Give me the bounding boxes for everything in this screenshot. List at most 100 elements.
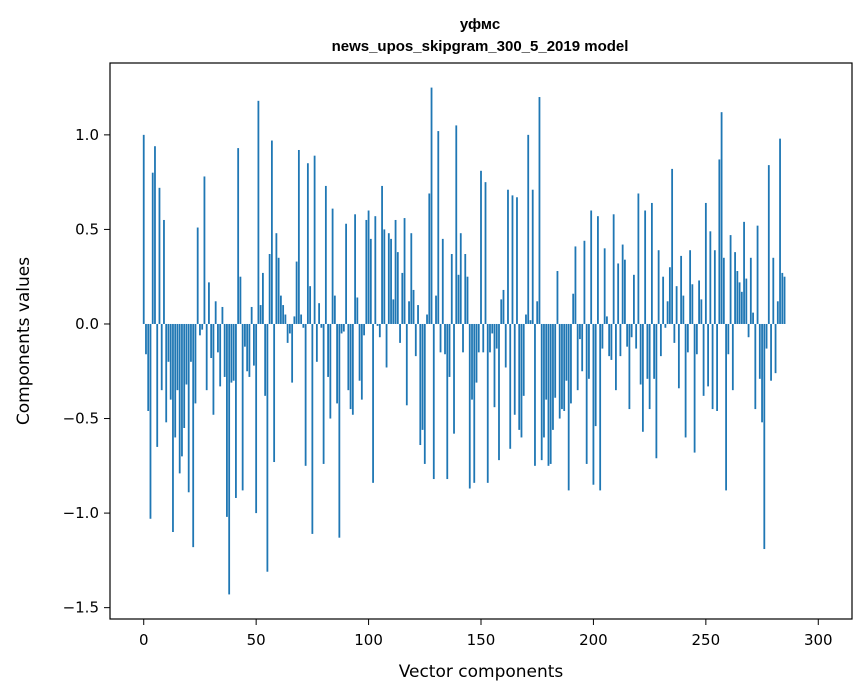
bar-257 xyxy=(720,112,723,324)
bar-147 xyxy=(473,323,476,483)
bar-99 xyxy=(365,219,368,324)
bar-217 xyxy=(630,323,633,338)
bar-0 xyxy=(142,134,145,324)
bar-98 xyxy=(363,323,365,336)
bar-58 xyxy=(273,323,276,463)
bar-47 xyxy=(248,323,251,377)
bar-207 xyxy=(608,323,611,357)
bar-188 xyxy=(565,323,568,381)
bar-213 xyxy=(621,244,624,324)
bar-30 xyxy=(210,323,213,359)
bar-153 xyxy=(486,323,489,483)
bar-281 xyxy=(774,323,777,374)
bar-180 xyxy=(547,323,550,466)
bar-256 xyxy=(718,159,721,324)
bar-31 xyxy=(212,323,215,415)
bar-249 xyxy=(702,323,705,396)
bar-246 xyxy=(695,323,698,355)
bar-158 xyxy=(498,323,500,461)
chart-title-line1: уфмс xyxy=(460,16,500,33)
bar-4 xyxy=(151,172,154,324)
bar-35 xyxy=(221,306,224,324)
bar-284 xyxy=(781,272,784,324)
bar-13 xyxy=(172,323,174,533)
bar-1 xyxy=(145,323,147,355)
bar-220 xyxy=(637,193,640,324)
bar-124 xyxy=(421,323,424,430)
bar-224 xyxy=(646,323,649,379)
bar-10 xyxy=(165,323,168,423)
bar-243 xyxy=(689,250,692,324)
bar-169 xyxy=(522,323,525,396)
bar-101 xyxy=(369,238,372,324)
bar-206 xyxy=(606,316,608,324)
bar-144 xyxy=(466,276,469,324)
bar-235 xyxy=(671,168,674,324)
y-tick-label: −1.5 xyxy=(63,599,99,617)
bar-24 xyxy=(196,227,199,324)
bar-122 xyxy=(417,305,419,324)
bar-223 xyxy=(644,210,647,324)
bar-161 xyxy=(504,323,507,368)
bar-82 xyxy=(327,323,329,377)
bar-145 xyxy=(468,323,471,489)
bar-189 xyxy=(567,323,570,491)
bar-68 xyxy=(295,261,298,324)
bar-50 xyxy=(255,323,258,514)
bar-163 xyxy=(509,323,512,449)
bar-125 xyxy=(423,323,426,464)
bar-44 xyxy=(241,323,244,491)
bar-52 xyxy=(259,305,262,324)
bar-39 xyxy=(230,323,233,383)
bar-176 xyxy=(538,97,541,324)
bar-33 xyxy=(217,323,219,353)
bar-62 xyxy=(282,305,285,324)
bar-146 xyxy=(471,323,473,400)
bar-111 xyxy=(392,299,395,324)
bar-236 xyxy=(673,323,676,343)
bar-67 xyxy=(293,316,296,324)
bar-155 xyxy=(491,323,494,334)
bar-198 xyxy=(588,323,590,379)
bar-3 xyxy=(149,323,152,519)
bar-260 xyxy=(727,323,730,355)
bar-109 xyxy=(387,233,390,324)
bar-134 xyxy=(444,323,446,355)
bar-36 xyxy=(223,323,226,377)
bar-14 xyxy=(174,323,177,438)
bar-242 xyxy=(686,323,689,353)
bar-79 xyxy=(320,323,323,328)
bar-162 xyxy=(507,189,509,324)
bar-255 xyxy=(716,323,718,411)
x-tick-label: 150 xyxy=(467,631,496,649)
bar-184 xyxy=(556,271,559,324)
bar-227 xyxy=(653,323,656,379)
bar-89 xyxy=(342,323,345,332)
bar-114 xyxy=(399,323,401,343)
bar-166 xyxy=(516,197,518,324)
bar-80 xyxy=(322,323,325,464)
bar-73 xyxy=(306,163,309,324)
bar-84 xyxy=(331,208,334,324)
bar-210 xyxy=(615,323,617,391)
bar-108 xyxy=(385,323,388,368)
bar-230 xyxy=(659,323,662,357)
bar-113 xyxy=(396,252,399,324)
bar-18 xyxy=(183,323,186,428)
bar-252 xyxy=(709,231,712,324)
bar-11 xyxy=(167,323,170,362)
bar-275 xyxy=(761,323,763,423)
bar-199 xyxy=(590,210,593,324)
bar-282 xyxy=(776,301,779,324)
bar-262 xyxy=(731,323,734,391)
bar-279 xyxy=(770,323,772,381)
bar-90 xyxy=(345,223,347,324)
bar-229 xyxy=(657,250,660,324)
bar-100 xyxy=(367,210,370,324)
bar-27 xyxy=(203,176,206,324)
bar-51 xyxy=(257,100,260,324)
bar-75 xyxy=(311,323,314,534)
bar-225 xyxy=(648,323,651,410)
bar-173 xyxy=(531,189,534,324)
bar-152 xyxy=(484,182,487,324)
